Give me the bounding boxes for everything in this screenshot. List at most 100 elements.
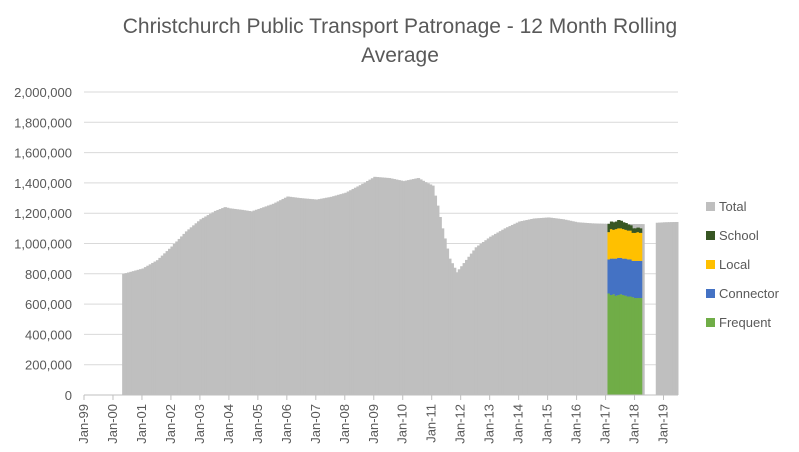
- total-bar: [411, 179, 416, 395]
- total-bar: [151, 262, 155, 395]
- total-bar: [409, 179, 413, 395]
- total-bar: [390, 178, 394, 395]
- school-bar: [612, 222, 616, 230]
- total-bar: [170, 246, 174, 395]
- connector-bar: [631, 260, 636, 298]
- total-bar: [274, 202, 278, 395]
- y-tick-label: 200,000: [25, 358, 72, 373]
- y-tick-label: 600,000: [25, 297, 72, 312]
- total-bar: [576, 222, 580, 395]
- total-bar: [428, 184, 433, 395]
- total-bar: [288, 196, 293, 395]
- total-bar: [230, 208, 235, 395]
- total-bar: [445, 248, 450, 395]
- total-bar: [259, 208, 264, 395]
- total-bar: [322, 198, 326, 395]
- y-tick-label: 2,000,000: [14, 85, 72, 100]
- total-bar: [279, 200, 283, 395]
- total-bar: [295, 197, 300, 395]
- total-bar: [361, 183, 365, 395]
- total-bar: [317, 199, 322, 395]
- frequent-bar: [634, 298, 638, 395]
- total-bar: [590, 223, 594, 395]
- total-bar: [450, 263, 454, 395]
- total-bar: [136, 269, 141, 395]
- total-bar: [269, 204, 273, 395]
- total-bar: [182, 233, 186, 395]
- frequent-bar: [626, 296, 631, 395]
- total-bar: [192, 225, 196, 395]
- total-bar: [542, 217, 546, 395]
- school-bar: [621, 222, 626, 230]
- total-bar: [293, 197, 297, 395]
- total-bar: [515, 222, 520, 395]
- total-bar: [177, 238, 182, 395]
- local-bar: [607, 232, 611, 260]
- connector-bar: [629, 259, 633, 297]
- x-tick-label: Jan-02: [163, 404, 178, 444]
- total-bar: [216, 209, 220, 395]
- school-bar: [607, 223, 611, 233]
- total-bar: [344, 192, 348, 395]
- total-bar: [520, 221, 524, 395]
- total-bar: [544, 217, 549, 395]
- total-bar: [513, 223, 517, 395]
- frequent-bar: [624, 295, 628, 395]
- total-bar: [199, 219, 203, 395]
- total-bar: [605, 223, 609, 395]
- x-tick-label: Jan-06: [279, 404, 294, 444]
- total-bar: [187, 229, 191, 395]
- total-bar: [184, 231, 189, 395]
- total-bar: [498, 231, 503, 395]
- total-bar: [158, 257, 162, 395]
- total-bar: [655, 222, 660, 395]
- total-bar: [363, 182, 368, 395]
- total-bar: [346, 191, 351, 395]
- local-bar: [634, 232, 638, 261]
- total-bar: [155, 260, 160, 395]
- total-bar: [595, 223, 599, 395]
- total-bar: [503, 228, 508, 395]
- total-bar: [491, 235, 495, 395]
- total-bar: [561, 219, 566, 395]
- school-bar: [626, 224, 631, 231]
- total-bar: [168, 248, 172, 395]
- total-bar: [387, 178, 392, 395]
- total-bar: [641, 224, 645, 395]
- total-bar: [436, 205, 440, 395]
- connector-bar: [617, 257, 621, 296]
- total-bar: [252, 210, 256, 395]
- total-bar: [465, 259, 469, 395]
- total-bar: [368, 179, 372, 395]
- total-bar: [315, 199, 319, 395]
- total-bar: [392, 179, 396, 395]
- frequent-bar: [607, 293, 611, 395]
- total-bar: [189, 227, 194, 395]
- connector-bar: [612, 258, 616, 295]
- total-bar: [469, 253, 474, 395]
- total-bar: [337, 194, 341, 395]
- total-bar: [518, 221, 522, 395]
- legend-label-frequent: Frequent: [719, 315, 771, 330]
- total-bar: [399, 180, 404, 395]
- total-bar: [286, 196, 290, 395]
- total-bar: [394, 179, 399, 395]
- local-bar: [621, 229, 626, 259]
- total-bar: [559, 218, 563, 395]
- x-tick-label: Jan-08: [337, 404, 352, 444]
- total-bar: [312, 199, 317, 395]
- total-bar: [600, 223, 604, 395]
- total-bar: [508, 226, 512, 395]
- total-bar: [332, 196, 336, 395]
- legend-label-school: School: [719, 228, 759, 243]
- total-bar: [262, 207, 266, 395]
- total-bar: [213, 210, 218, 395]
- school-bar: [631, 228, 636, 233]
- total-bar: [573, 221, 578, 395]
- connector-bar: [634, 260, 638, 299]
- total-bar: [247, 211, 252, 395]
- total-bar: [378, 177, 382, 395]
- total-bar: [592, 223, 597, 395]
- total-bar: [305, 198, 310, 395]
